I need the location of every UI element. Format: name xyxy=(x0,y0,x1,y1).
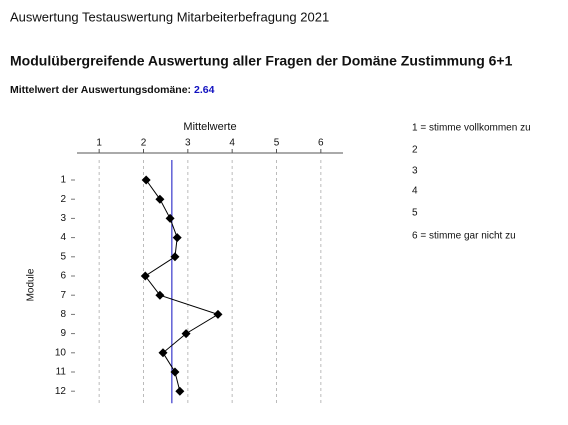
y-tick-label: 1 xyxy=(60,175,66,186)
y-tick-label: 6 xyxy=(60,271,66,282)
point xyxy=(175,386,185,396)
x-tick-label: 2 xyxy=(141,138,147,149)
mean-value: 2.64 xyxy=(194,84,215,96)
x-tick-label: 4 xyxy=(229,138,235,149)
point xyxy=(213,309,223,319)
legend-entry: 2 xyxy=(412,145,418,156)
x-tick-label: 5 xyxy=(274,138,280,149)
page-title: Auswertung Testauswertung Mitarbeiterbef… xyxy=(10,9,329,24)
mean-line-text: Mittelwert der Auswertungsdomäne: 2.64 xyxy=(10,84,215,96)
point xyxy=(170,367,180,377)
legend-entry: 1 = stimme vollkommen zu xyxy=(412,123,531,134)
y-tick-label: 9 xyxy=(60,328,66,339)
legend-entry: 4 xyxy=(412,186,418,197)
y-tick-label: 4 xyxy=(60,232,66,243)
y-tick-label: 7 xyxy=(60,290,66,301)
x-tick-label: 3 xyxy=(185,138,191,149)
legend-entry: 5 xyxy=(412,208,418,219)
y-axis-label: Module xyxy=(26,268,37,301)
point xyxy=(155,194,165,204)
x-tick-label: 6 xyxy=(318,138,324,149)
point xyxy=(140,271,150,281)
y-tick-label: 10 xyxy=(55,347,67,358)
series-line xyxy=(144,179,220,392)
legend-entry: 6 = stimme gar nicht zu xyxy=(412,231,516,242)
mean-label: Mittelwert der Auswertungsdomäne: xyxy=(10,84,191,96)
point xyxy=(181,329,191,339)
y-tick-label: 5 xyxy=(60,251,66,262)
legend-entry: 3 xyxy=(412,166,418,177)
y-tick-label: 3 xyxy=(60,213,66,224)
heading: Modulübergreifende Auswertung aller Frag… xyxy=(10,53,513,69)
point xyxy=(170,252,180,262)
point xyxy=(172,233,182,243)
y-tick-label: 2 xyxy=(60,194,66,205)
point xyxy=(158,348,168,358)
x-axis-label: Mittelwerte xyxy=(183,121,236,133)
x-tick-label: 1 xyxy=(96,138,102,149)
y-tick-label: 11 xyxy=(56,367,67,378)
point xyxy=(155,290,165,300)
point xyxy=(165,213,175,223)
point xyxy=(141,175,151,185)
y-tick-label: 12 xyxy=(55,386,67,397)
y-tick-label: 8 xyxy=(60,309,66,320)
